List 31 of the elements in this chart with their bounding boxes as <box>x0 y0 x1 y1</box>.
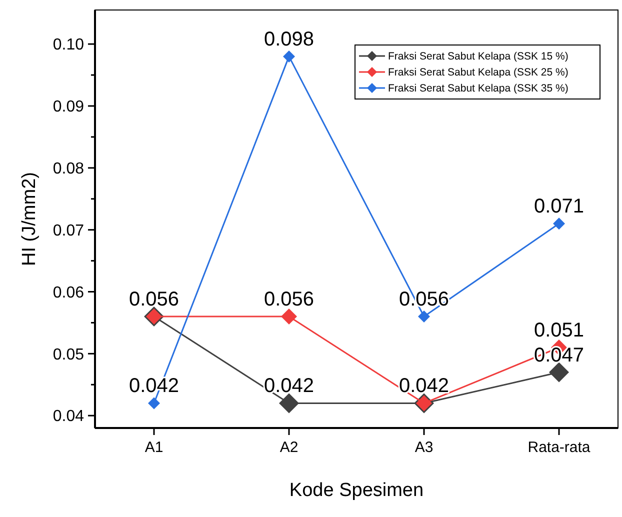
legend-label: Fraksi Serat Sabut Kelapa (SSK 25 %) <box>388 66 568 79</box>
point <box>283 50 295 62</box>
point <box>549 362 570 382</box>
x-tick-label: Rata-rata <box>528 439 591 456</box>
data-label: 0.042 <box>398 375 450 398</box>
x-tick-label: A2 <box>280 439 298 456</box>
point <box>148 397 160 410</box>
data-label: 0.071 <box>534 196 584 218</box>
x-tick-label: A3 <box>414 439 434 456</box>
y-tick-label: 0.09 <box>52 98 84 116</box>
x-tick-label: A1 <box>144 439 164 456</box>
data-label: 0.098 <box>264 28 314 50</box>
y-axis-title: HI (J/mm2) <box>19 172 40 266</box>
data-label: 0.042 <box>264 375 314 398</box>
x-axis-title: Kode Spesimen <box>289 480 424 501</box>
point <box>553 218 566 230</box>
data-label: 0.056 <box>264 288 314 311</box>
y-tick-label: 0.07 <box>52 222 84 240</box>
legend-label: Fraksi Serat Sabut Kelapa (SSK 35 %) <box>388 82 568 95</box>
point <box>279 393 299 414</box>
y-tick-label: 0.10 <box>52 36 84 54</box>
y-tick-label: 0.08 <box>52 160 84 178</box>
legend-label: Fraksi Serat Sabut Kelapa (SSK 15 %) <box>388 50 568 63</box>
data-label: 0.047 <box>534 344 584 366</box>
y-tick-label: 0.05 <box>52 346 84 364</box>
data-label: 0.051 <box>534 319 584 342</box>
y-tick-label: 0.06 <box>52 284 84 302</box>
point <box>418 310 430 323</box>
y-tick-label: 0.04 <box>52 408 84 426</box>
data-label: 0.056 <box>128 288 180 311</box>
point <box>281 308 297 325</box>
